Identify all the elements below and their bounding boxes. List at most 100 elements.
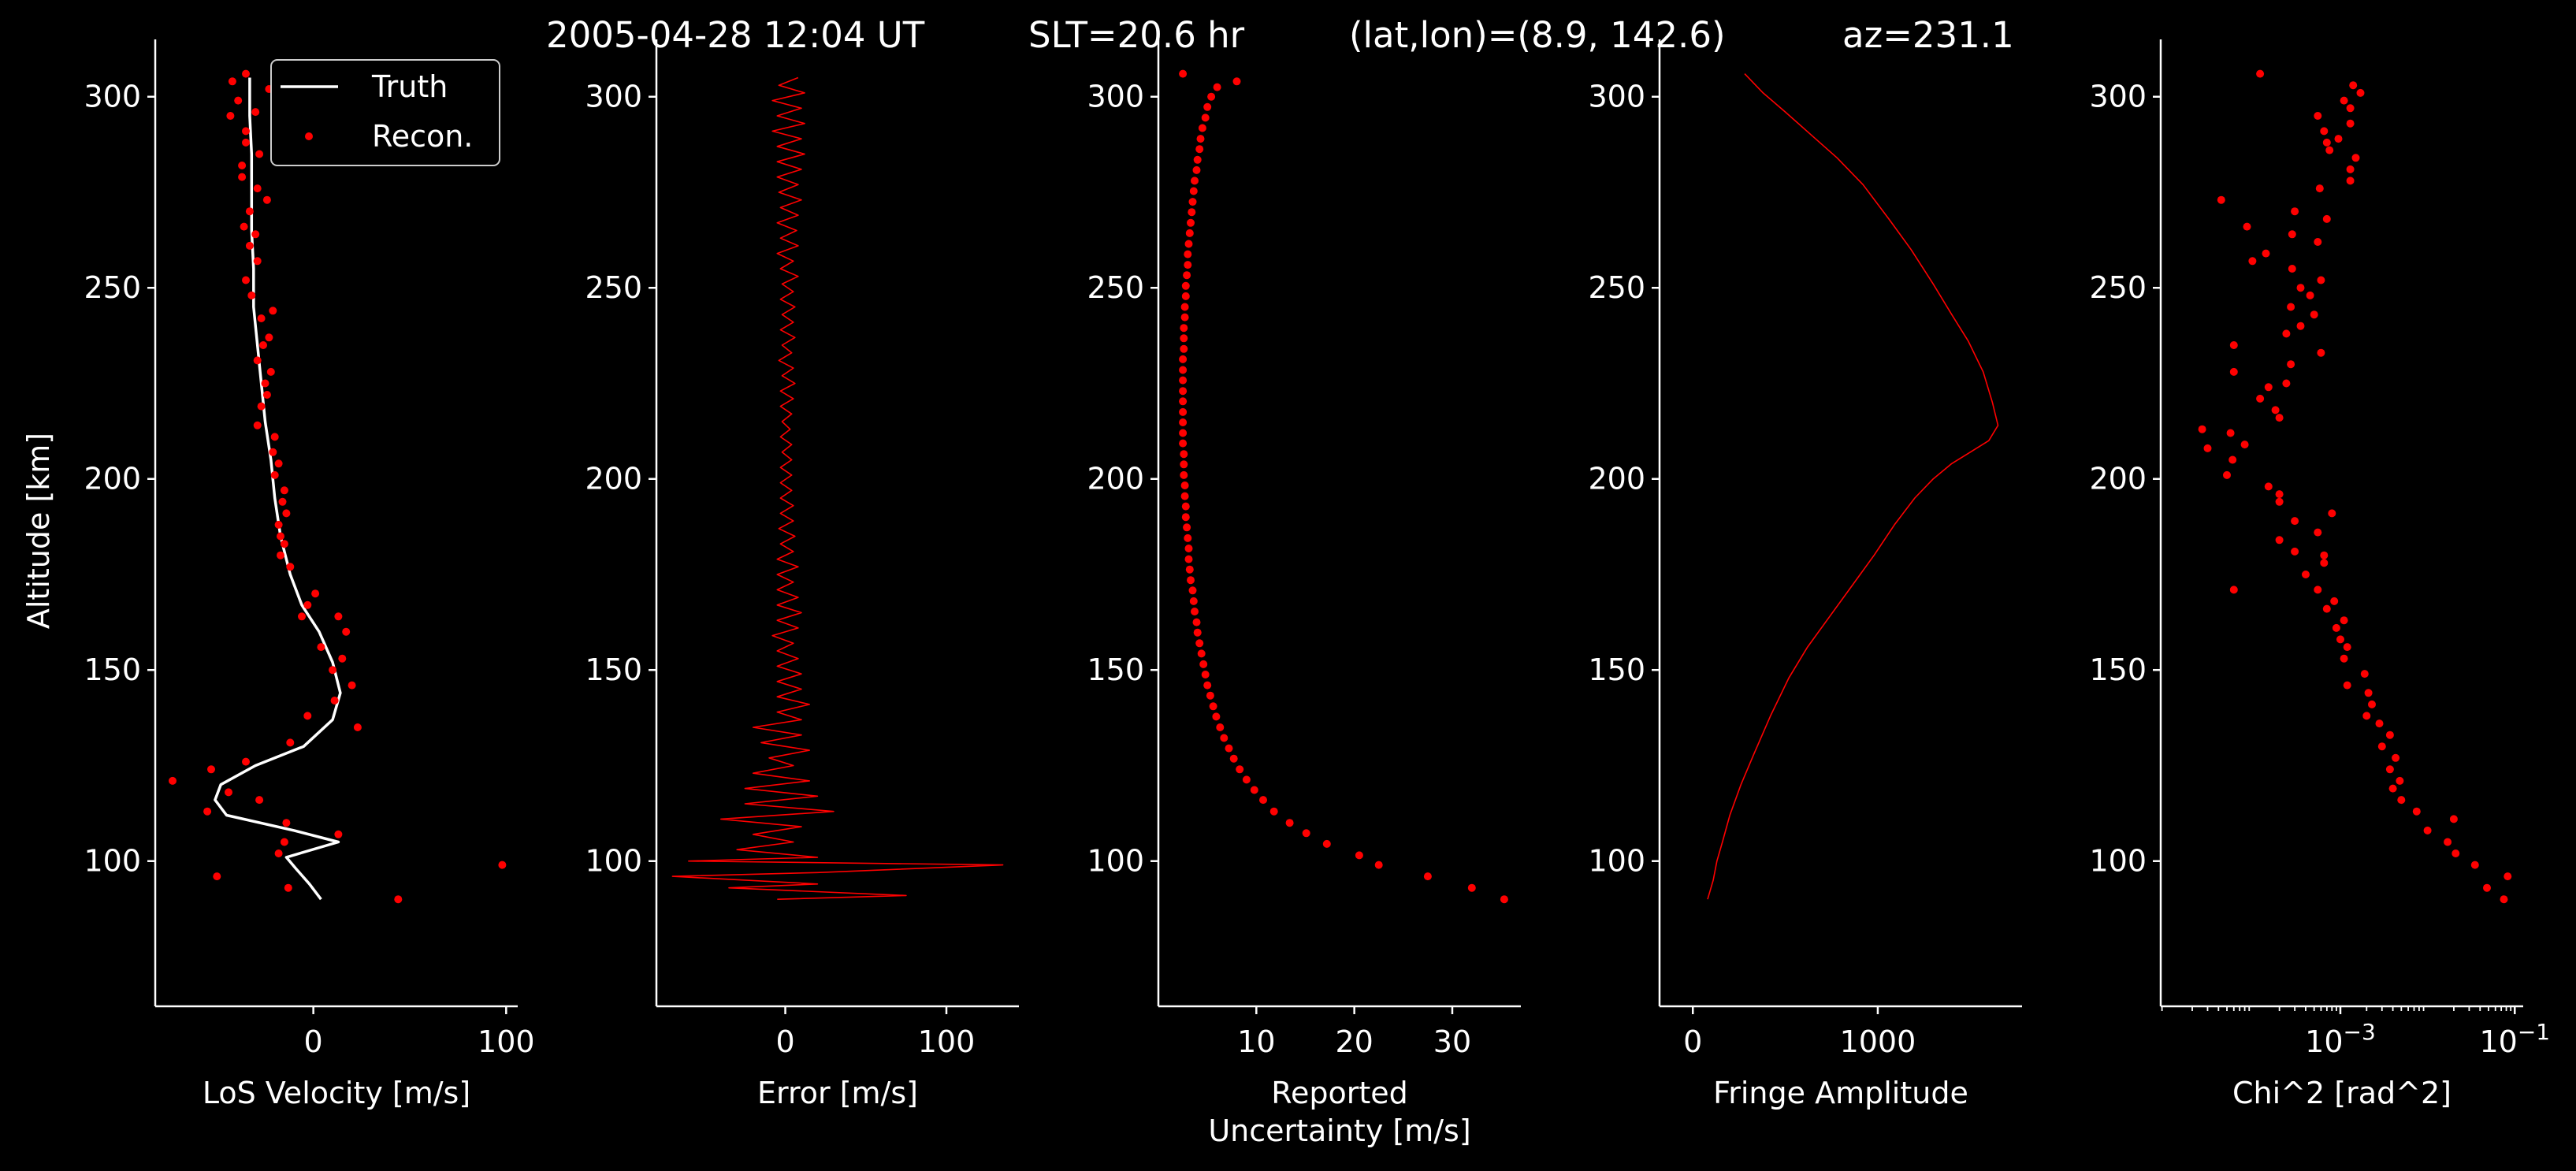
data-point	[1188, 586, 1197, 595]
data-point	[303, 600, 312, 609]
data-point	[245, 241, 254, 250]
data-point	[1467, 883, 1476, 892]
data-point	[1196, 135, 1205, 143]
data-point	[280, 540, 288, 548]
data-point	[2240, 441, 2249, 449]
data-point	[2264, 482, 2273, 491]
data-point	[2346, 165, 2355, 173]
data-point	[2229, 341, 2238, 349]
data-point	[1184, 250, 1192, 258]
data-point	[2346, 119, 2355, 128]
data-point	[329, 666, 337, 675]
title-az: az=231.1	[1842, 14, 2014, 56]
data-point	[280, 838, 288, 846]
data-point	[1180, 334, 1188, 343]
data-point	[238, 162, 247, 169]
data-point	[2228, 455, 2237, 464]
data-point	[1207, 92, 1216, 101]
panel-fringe-amplitude: 100 150 200 250 300 0 1000 Fringe Amplitude	[1588, 39, 2022, 1110]
data-point	[2336, 635, 2344, 644]
data-point	[2291, 547, 2299, 556]
data-point	[2346, 104, 2355, 113]
data-point	[2343, 643, 2351, 652]
x-tick-label: 0	[775, 1024, 794, 1059]
data-point	[2291, 517, 2299, 526]
data-point	[1184, 545, 1193, 552]
data-point	[2320, 551, 2329, 559]
data-point	[2248, 257, 2257, 266]
data-point	[498, 861, 507, 869]
data-point	[207, 765, 215, 774]
data-point	[1423, 872, 1432, 881]
data-point	[238, 173, 247, 181]
data-point	[1180, 313, 1189, 322]
data-point	[2282, 329, 2291, 338]
data-point	[247, 291, 256, 299]
data-point	[1203, 681, 1212, 690]
data-point	[334, 612, 343, 621]
data-point	[1180, 344, 1188, 353]
panel-chi-squared: 100 150 200 250 300 10−3 10−1 Chi^2 [rad^2]	[2089, 39, 2550, 1110]
data-point	[257, 402, 266, 411]
y-tick-label: 300	[585, 80, 642, 114]
data-point	[2229, 367, 2238, 376]
profile-line	[1707, 73, 1999, 900]
data-point	[2217, 195, 2225, 204]
data-point	[303, 712, 312, 720]
x-axis-label: Reported	[1271, 1076, 1407, 1110]
data-point	[1181, 513, 1190, 522]
data-point	[1180, 481, 1189, 489]
data-point	[342, 627, 351, 636]
data-point	[1269, 807, 1278, 816]
data-point	[1302, 829, 1310, 838]
data-point	[2314, 586, 2322, 594]
data-point	[2291, 207, 2299, 216]
data-point	[2296, 284, 2305, 292]
legend-truth-label: Truth	[371, 69, 448, 104]
y-tick-label: 200	[1087, 462, 1144, 496]
data-point	[213, 872, 221, 881]
data-point	[1183, 271, 1191, 280]
x-tick-label: 10−1	[2479, 1019, 2550, 1059]
data-point	[2385, 765, 2394, 774]
data-point	[242, 127, 250, 136]
y-tick-label: 300	[2089, 80, 2147, 114]
data-point	[251, 108, 260, 117]
data-point	[1179, 429, 1188, 437]
data-point	[317, 643, 325, 652]
data-point	[1180, 450, 1188, 459]
data-point	[2451, 849, 2460, 857]
data-point	[1185, 565, 1194, 574]
y-tick-label: 300	[84, 80, 141, 114]
data-point	[2256, 69, 2265, 78]
y-tick-label: 200	[585, 462, 642, 496]
data-point	[353, 723, 362, 731]
data-point	[1180, 460, 1188, 469]
data-point	[1179, 366, 1188, 374]
data-point	[1197, 649, 1206, 658]
data-point	[2334, 135, 2343, 143]
data-point	[1225, 744, 1233, 753]
data-point	[2306, 291, 2314, 299]
data-point	[1203, 102, 1212, 111]
x-tick-label: 100	[918, 1024, 976, 1059]
data-point	[1355, 851, 1363, 860]
data-point	[298, 612, 306, 621]
data-point	[2275, 536, 2284, 545]
data-point	[2302, 571, 2310, 578]
y-tick-label: 200	[2089, 462, 2147, 496]
data-point	[1180, 492, 1189, 500]
data-point	[2198, 425, 2206, 433]
data-point	[2449, 815, 2458, 823]
y-tick-label: 300	[1087, 80, 1144, 114]
data-point	[2320, 127, 2329, 136]
data-point	[1195, 639, 1204, 648]
data-point	[1285, 819, 1294, 827]
data-point	[284, 883, 292, 892]
data-point	[2360, 670, 2369, 678]
data-point	[269, 448, 277, 456]
data-point	[1201, 671, 1210, 678]
data-point	[2310, 310, 2318, 319]
data-point	[2226, 429, 2235, 437]
